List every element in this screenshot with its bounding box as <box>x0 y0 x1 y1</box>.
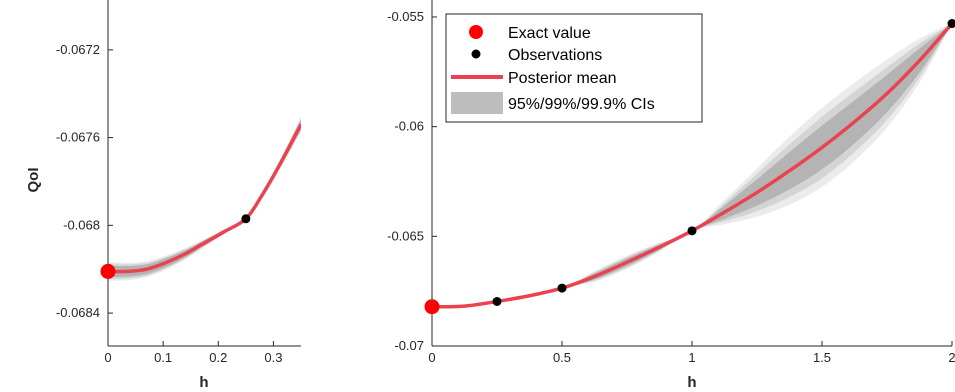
x-tick-label: 0 <box>428 350 435 365</box>
x-tick-label: 1.5 <box>813 350 831 365</box>
legend-ci-label: 95%/99%/99.9% CIs <box>508 96 655 113</box>
y-tick-label: -0.0684 <box>56 305 100 320</box>
left-ci-bands <box>108 116 301 281</box>
exact-value-marker <box>424 299 440 315</box>
ci-999-band <box>108 116 301 281</box>
right-axes: 0 0.5 1 1.5 2 -0.055 -0.06 -0.065 -0.07 <box>387 0 955 365</box>
left-axes: 0 0.1 0.2 0.3 -0.0672 -0.0676 -0.068 -0.0684 <box>56 0 301 365</box>
x-tick-label: 1 <box>688 350 695 365</box>
right-panel: 0 0.5 1 1.5 2 -0.055 -0.06 -0.065 -0.07 h <box>387 0 955 391</box>
y-tick-label: -0.07 <box>394 338 424 353</box>
right-markers <box>424 19 955 315</box>
exact-value-marker <box>100 263 116 279</box>
y-tick-label: -0.068 <box>63 217 100 232</box>
observation-marker <box>241 214 251 224</box>
left-x-axis-label: h <box>199 374 208 391</box>
observation-marker <box>947 19 955 29</box>
legend-exact-value-marker <box>469 25 483 39</box>
x-tick-label: 0.3 <box>264 350 282 365</box>
x-tick-label: 0.1 <box>154 350 172 365</box>
observation-marker <box>557 283 567 293</box>
y-tick-label: -0.065 <box>387 228 424 243</box>
x-tick-label: 0.2 <box>209 350 227 365</box>
right-x-axis-label: h <box>687 374 696 391</box>
legend-posterior-mean-label: Posterior mean <box>508 70 617 87</box>
x-tick-label: 0 <box>104 350 111 365</box>
ci-99-band <box>108 118 301 279</box>
posterior-mean-line <box>108 123 301 274</box>
left-markers <box>100 214 251 279</box>
ci-95-band <box>108 119 301 277</box>
left-panel: 0 0.1 0.2 0.3-0.0672-0.0676-0.068-0.0684 h … <box>25 0 301 391</box>
legend: Exact value Observations Posterior mean … <box>445 13 703 123</box>
right-ci-bands <box>432 23 952 308</box>
x-tick-label: 0.5 <box>553 350 571 365</box>
ci-999-band <box>432 23 952 308</box>
legend-ci-swatch <box>451 92 503 114</box>
y-tick-label: -0.0676 <box>56 130 100 145</box>
left-posterior-mean-line <box>108 123 301 274</box>
x-tick-label: 2 <box>948 350 955 365</box>
left-y-axis-label: QoI <box>25 168 42 193</box>
legend-observations-label: Observations <box>508 47 602 64</box>
legend-exact-value-label: Exact value <box>508 25 591 42</box>
y-tick-label: -0.0672 <box>56 42 100 57</box>
y-tick-label: -0.06 <box>394 119 424 134</box>
observation-marker <box>687 226 697 236</box>
y-tick-label: -0.055 <box>387 9 424 24</box>
observation-marker <box>492 296 502 306</box>
legend-observations-marker <box>471 49 481 59</box>
